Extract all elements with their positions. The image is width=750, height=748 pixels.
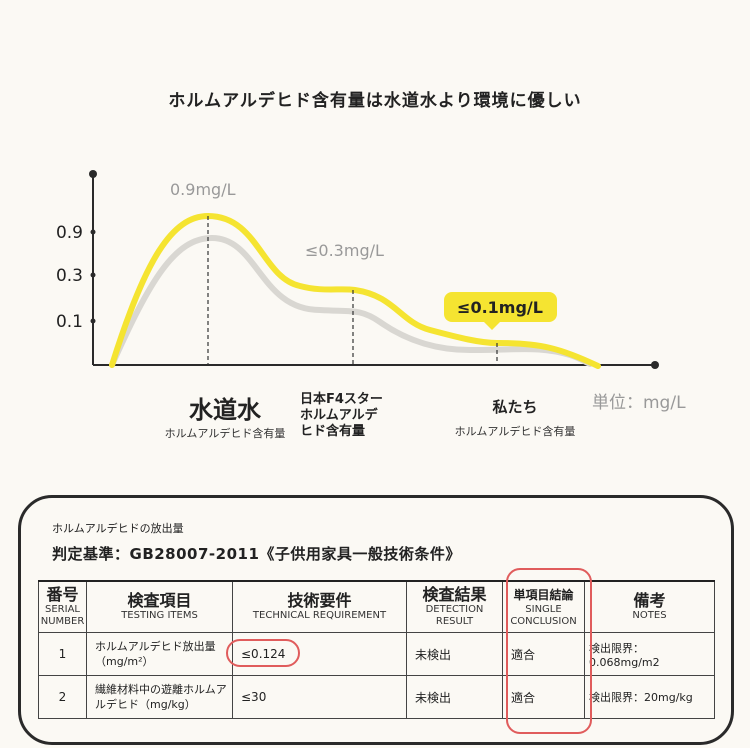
requirement-highlight-ring — [226, 639, 300, 667]
panel-subtitle: ホルムアルデヒドの放出量 — [52, 522, 184, 535]
table-row: 2 繊維材料中の遊離ホルムアルデヒド（mg/kg） ≤30 未検出 適合 検出限… — [38, 675, 715, 719]
data-label-ours: ≤0.1mg/L — [457, 298, 543, 317]
row1-result: 未検出 — [406, 632, 503, 676]
data-label-tap-water: 0.9mg/L — [170, 180, 236, 199]
row2-result: 未検出 — [406, 675, 503, 719]
chart-area: 0.9 0.3 0.1 0.9mg/L ≤0.3mg/L ≤0.1mg/L — [56, 170, 659, 369]
row1-item: ホルムアルデヒド放出量（mg/m²） — [86, 632, 233, 676]
row1-no: 1 — [38, 632, 87, 676]
data-label-f4-star: ≤0.3mg/L — [305, 241, 384, 260]
category-f4-star: 日本F4スター ホルムアルデ ヒド含有量 — [300, 392, 410, 440]
header-items: 検査項目 TESTING ITEMS — [86, 580, 233, 633]
row1-conclusion: 適合 — [502, 632, 585, 676]
test-result-table: 番号 SERIAL NUMBER 検査項目 TESTING ITEMS 技術要件… — [38, 580, 715, 719]
chart-title: ホルムアルデヒド含有量は水道水より環境に優しい — [168, 91, 582, 111]
row2-no: 2 — [38, 675, 87, 719]
category-tap-water-label: 水道水 — [189, 396, 261, 424]
y-tick-dot — [90, 229, 96, 235]
category-ours-label: 私たち — [492, 398, 538, 416]
table-row: 1 ホルムアルデヒド放出量（mg/m²） ≤0.124 未検出 適合 検出限界：… — [38, 632, 715, 676]
row1-note: 検出限界：0.068mg/m2 — [584, 632, 715, 676]
category-f4-line1: 日本F4スター — [300, 392, 383, 407]
header-result: 検査結果 DETECTION RESULT — [406, 580, 503, 633]
y-axis-end-dot — [89, 170, 97, 178]
y-tick-dot — [90, 272, 96, 278]
row2-item: 繊維材料中の遊離ホルムアルデヒド（mg/kg） — [86, 675, 233, 719]
header-requirement: 技術要件 TECHNICAL REQUIREMENT — [232, 580, 407, 633]
conclusion-highlight-ring — [506, 568, 592, 734]
category-tap-water: 水道水 ホルムアルデヒド含有量 — [150, 390, 300, 441]
unit-label: 単位：mg/L — [592, 393, 686, 413]
row2-conclusion: 適合 — [502, 675, 585, 719]
header-serial: 番号 SERIAL NUMBER — [38, 580, 87, 633]
category-f4-line3: ヒド含有量 — [300, 424, 366, 439]
series-highlight-line — [109, 212, 601, 369]
data-label-ours-pointer — [484, 322, 500, 330]
row2-requirement: ≤30 — [232, 675, 407, 719]
category-ours: 私たち ホルムアルデヒド含有量 — [440, 396, 590, 439]
category-tap-water-sub: ホルムアルデヒド含有量 — [164, 427, 286, 440]
y-tick-dot — [90, 318, 96, 324]
x-axis-end-dot — [651, 361, 659, 369]
row2-note: 検出限界：20mg/kg — [584, 675, 715, 719]
category-ours-sub: ホルムアルデヒド含有量 — [454, 425, 576, 438]
table-header-row: 番号 SERIAL NUMBER 検査項目 TESTING ITEMS 技術要件… — [38, 580, 715, 633]
y-tick-label: 0.3 — [56, 266, 83, 286]
y-tick-label: 0.9 — [56, 223, 83, 243]
header-notes: 備考 NOTES — [584, 580, 715, 633]
category-f4-line2: ホルムアルデ — [300, 408, 378, 423]
y-tick-label: 0.1 — [56, 312, 83, 332]
data-label-ours-bubble — [444, 292, 557, 322]
panel-standard: 判定基準：GB28007-2011《子供用家具一般技術条件》 — [52, 545, 461, 563]
